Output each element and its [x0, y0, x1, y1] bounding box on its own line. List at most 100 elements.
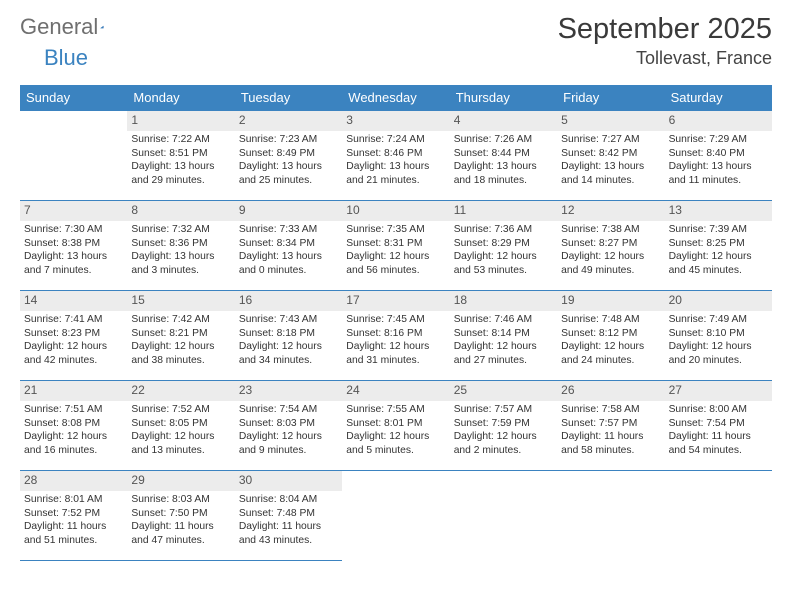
sunrise-text: Sunrise: 7:39 AM — [669, 223, 768, 237]
day-number: 12 — [557, 201, 664, 221]
day-number: 23 — [235, 381, 342, 401]
daylight-text: Daylight: 12 hours — [346, 250, 445, 264]
brand-sail-icon — [100, 18, 104, 36]
day-number: 4 — [450, 111, 557, 131]
day-number: 11 — [450, 201, 557, 221]
sunrise-text: Sunrise: 7:48 AM — [561, 313, 660, 327]
day-number: 20 — [665, 291, 772, 311]
daylight-text: and 34 minutes. — [239, 354, 338, 368]
day-number: 3 — [342, 111, 449, 131]
sunset-text: Sunset: 7:50 PM — [131, 507, 230, 521]
daylight-text: and 51 minutes. — [24, 534, 123, 548]
sunrise-text: Sunrise: 7:46 AM — [454, 313, 553, 327]
day-number: 5 — [557, 111, 664, 131]
daylight-text: and 14 minutes. — [561, 174, 660, 188]
calendar-day: 2Sunrise: 7:23 AMSunset: 8:49 PMDaylight… — [235, 111, 342, 201]
daylight-text: Daylight: 12 hours — [454, 340, 553, 354]
sunset-text: Sunset: 8:34 PM — [239, 237, 338, 251]
sunset-text: Sunset: 8:08 PM — [24, 417, 123, 431]
sunset-text: Sunset: 8:01 PM — [346, 417, 445, 431]
daylight-text: and 24 minutes. — [561, 354, 660, 368]
sunrise-text: Sunrise: 7:49 AM — [669, 313, 768, 327]
calendar-day: 30Sunrise: 8:04 AMSunset: 7:48 PMDayligh… — [235, 471, 342, 561]
daylight-text: Daylight: 13 hours — [239, 160, 338, 174]
calendar-day — [450, 471, 557, 561]
daylight-text: and 45 minutes. — [669, 264, 768, 278]
sunset-text: Sunset: 8:10 PM — [669, 327, 768, 341]
sunset-text: Sunset: 8:44 PM — [454, 147, 553, 161]
sunset-text: Sunset: 8:21 PM — [131, 327, 230, 341]
sunset-text: Sunset: 8:40 PM — [669, 147, 768, 161]
daylight-text: and 0 minutes. — [239, 264, 338, 278]
calendar-day — [665, 471, 772, 561]
day-number: 15 — [127, 291, 234, 311]
calendar-day: 15Sunrise: 7:42 AMSunset: 8:21 PMDayligh… — [127, 291, 234, 381]
sunrise-text: Sunrise: 7:22 AM — [131, 133, 230, 147]
sunset-text: Sunset: 7:48 PM — [239, 507, 338, 521]
day-number: 6 — [665, 111, 772, 131]
day-number: 14 — [20, 291, 127, 311]
daylight-text: and 18 minutes. — [454, 174, 553, 188]
day-number: 21 — [20, 381, 127, 401]
day-number: 7 — [20, 201, 127, 221]
calendar-day: 26Sunrise: 7:58 AMSunset: 7:57 PMDayligh… — [557, 381, 664, 471]
calendar-day: 23Sunrise: 7:54 AMSunset: 8:03 PMDayligh… — [235, 381, 342, 471]
month-title: September 2025 — [558, 14, 772, 46]
day-number: 27 — [665, 381, 772, 401]
calendar-grid: 1Sunrise: 7:22 AMSunset: 8:51 PMDaylight… — [20, 111, 772, 561]
calendar-day: 21Sunrise: 7:51 AMSunset: 8:08 PMDayligh… — [20, 381, 127, 471]
calendar-day: 28Sunrise: 8:01 AMSunset: 7:52 PMDayligh… — [20, 471, 127, 561]
sunrise-text: Sunrise: 7:33 AM — [239, 223, 338, 237]
sunrise-text: Sunrise: 8:00 AM — [669, 403, 768, 417]
sunrise-text: Sunrise: 7:51 AM — [24, 403, 123, 417]
daylight-text: Daylight: 13 hours — [239, 250, 338, 264]
day-number: 9 — [235, 201, 342, 221]
sunset-text: Sunset: 8:14 PM — [454, 327, 553, 341]
calendar-day: 19Sunrise: 7:48 AMSunset: 8:12 PMDayligh… — [557, 291, 664, 381]
sunset-text: Sunset: 8:03 PM — [239, 417, 338, 431]
daylight-text: and 21 minutes. — [346, 174, 445, 188]
daylight-text: Daylight: 12 hours — [131, 340, 230, 354]
daylight-text: Daylight: 13 hours — [131, 250, 230, 264]
daylight-text: and 31 minutes. — [346, 354, 445, 368]
sunset-text: Sunset: 8:31 PM — [346, 237, 445, 251]
daylight-text: Daylight: 12 hours — [239, 340, 338, 354]
daylight-text: and 42 minutes. — [24, 354, 123, 368]
daylight-text: and 54 minutes. — [669, 444, 768, 458]
sunrise-text: Sunrise: 7:54 AM — [239, 403, 338, 417]
daylight-text: and 25 minutes. — [239, 174, 338, 188]
calendar-day — [342, 471, 449, 561]
sunrise-text: Sunrise: 7:43 AM — [239, 313, 338, 327]
daylight-text: and 38 minutes. — [131, 354, 230, 368]
sunset-text: Sunset: 8:42 PM — [561, 147, 660, 161]
day-number: 13 — [665, 201, 772, 221]
sunrise-text: Sunrise: 7:35 AM — [346, 223, 445, 237]
calendar-day: 10Sunrise: 7:35 AMSunset: 8:31 PMDayligh… — [342, 201, 449, 291]
calendar-day — [557, 471, 664, 561]
daylight-text: Daylight: 13 hours — [669, 160, 768, 174]
daylight-text: Daylight: 12 hours — [131, 430, 230, 444]
brand-word-2: Blue — [44, 45, 88, 71]
day-number: 18 — [450, 291, 557, 311]
daylight-text: and 7 minutes. — [24, 264, 123, 278]
calendar-day: 5Sunrise: 7:27 AMSunset: 8:42 PMDaylight… — [557, 111, 664, 201]
calendar-day: 24Sunrise: 7:55 AMSunset: 8:01 PMDayligh… — [342, 381, 449, 471]
sunset-text: Sunset: 8:38 PM — [24, 237, 123, 251]
sunrise-text: Sunrise: 8:01 AM — [24, 493, 123, 507]
day-number: 19 — [557, 291, 664, 311]
daylight-text: Daylight: 11 hours — [561, 430, 660, 444]
day-number: 26 — [557, 381, 664, 401]
daylight-text: Daylight: 12 hours — [346, 340, 445, 354]
calendar-day: 1Sunrise: 7:22 AMSunset: 8:51 PMDaylight… — [127, 111, 234, 201]
sunrise-text: Sunrise: 7:24 AM — [346, 133, 445, 147]
weekday-header: Friday — [557, 85, 664, 111]
calendar-day: 14Sunrise: 7:41 AMSunset: 8:23 PMDayligh… — [20, 291, 127, 381]
brand-logo: General — [20, 14, 122, 40]
day-number: 22 — [127, 381, 234, 401]
calendar-day: 16Sunrise: 7:43 AMSunset: 8:18 PMDayligh… — [235, 291, 342, 381]
sunset-text: Sunset: 7:52 PM — [24, 507, 123, 521]
daylight-text: Daylight: 12 hours — [454, 430, 553, 444]
daylight-text: Daylight: 13 hours — [561, 160, 660, 174]
calendar-day: 8Sunrise: 7:32 AMSunset: 8:36 PMDaylight… — [127, 201, 234, 291]
sunset-text: Sunset: 8:51 PM — [131, 147, 230, 161]
